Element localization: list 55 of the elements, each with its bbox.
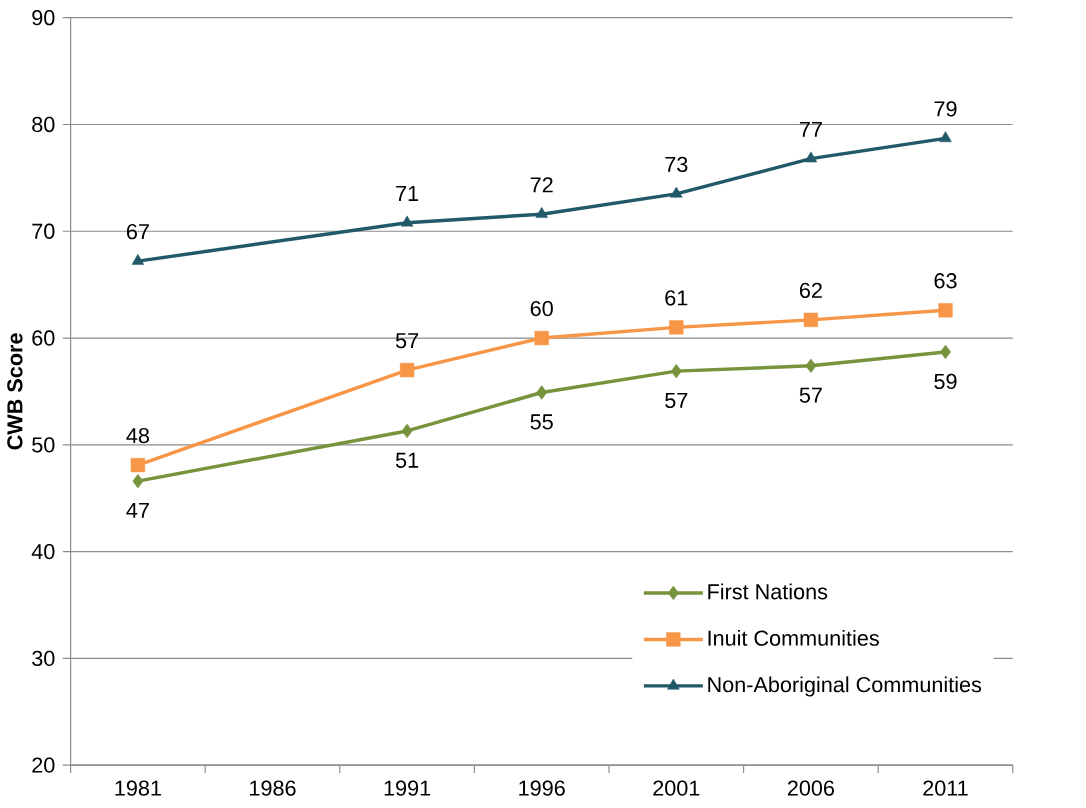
data-label: 57 (799, 387, 822, 403)
x-tick-label: 1996 (519, 780, 565, 796)
y-tick-label: 70 (32, 223, 55, 239)
point (804, 151, 818, 163)
legend-label: Non-Aboriginal Communities (708, 676, 982, 697)
point (670, 186, 683, 198)
point (400, 215, 414, 227)
data-label: 72 (530, 177, 553, 193)
x-tick-label: 2011 (923, 780, 968, 796)
data-label: 47 (126, 502, 149, 518)
data-label: 57 (395, 332, 419, 349)
data-label: 48 (126, 427, 149, 444)
y-tick-label: 50 (32, 436, 55, 453)
point (940, 344, 951, 359)
y-tick-label: 90 (32, 9, 55, 26)
point (130, 457, 146, 473)
y-tick-label: 60 (32, 330, 55, 346)
point (938, 302, 953, 318)
data-label: 59 (934, 373, 957, 389)
point (131, 253, 145, 265)
data-label: 51 (395, 452, 419, 468)
y-axis-title: CWB Score (7, 333, 23, 450)
point (399, 362, 415, 377)
point (803, 312, 819, 327)
y-tick-label: 80 (32, 116, 55, 132)
data-label: 60 (530, 300, 553, 316)
data-label: 57 (665, 392, 688, 408)
data-label: 61 (665, 289, 688, 306)
data-label: 79 (934, 100, 957, 117)
point (805, 358, 817, 373)
point (669, 320, 684, 335)
legend-label: First Nations (708, 583, 828, 600)
point (132, 473, 144, 489)
point (939, 131, 952, 142)
point (401, 423, 413, 438)
data-label: 55 (530, 414, 553, 430)
point (535, 206, 548, 218)
y-tick-label: 20 (32, 757, 55, 773)
data-label: 67 (126, 223, 149, 240)
data-label: 77 (799, 121, 822, 137)
legend-label: Inuit Communities (708, 629, 879, 646)
data-label: 62 (799, 282, 822, 298)
y-tick-label: 40 (31, 543, 55, 560)
data-label: 71 (396, 185, 419, 201)
x-tick-label: 1981 (115, 780, 161, 796)
x-tick-label: 2006 (787, 780, 835, 796)
data-label: 63 (934, 272, 957, 289)
x-tick-label: 1991 (384, 780, 431, 796)
point (670, 363, 682, 379)
y-tick-label: 30 (32, 650, 55, 666)
point (534, 330, 549, 345)
x-tick-label: 1986 (250, 780, 296, 796)
point (536, 385, 548, 400)
data-label: 73 (665, 156, 688, 172)
x-tick-label: 2001 (653, 780, 700, 796)
